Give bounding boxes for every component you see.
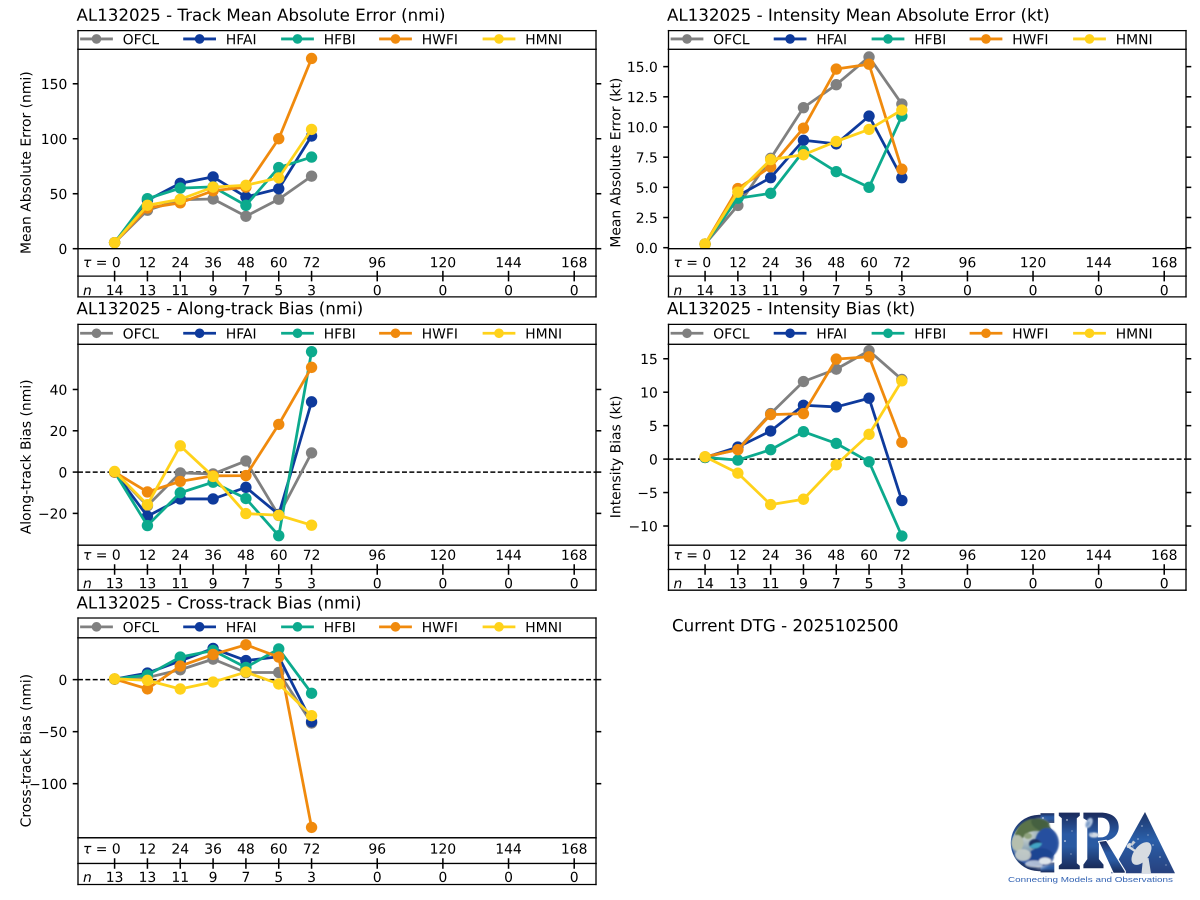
svg-text:Connecting Models and Observat: Connecting Models and Observations [1008,875,1173,884]
